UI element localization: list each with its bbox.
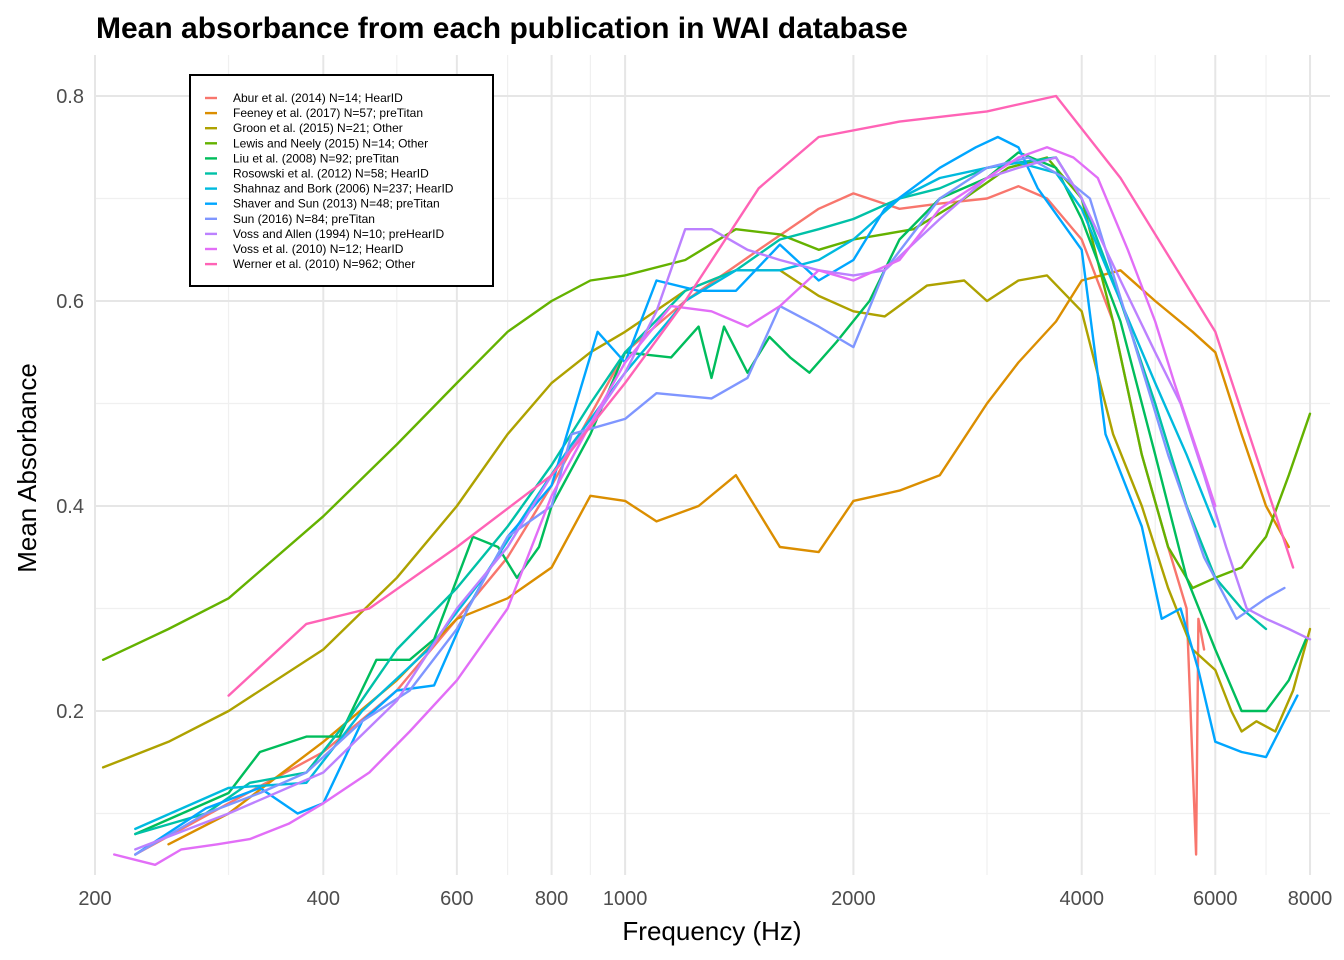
- legend-label: Shaver and Sun (2013) N=48; preTitan: [233, 197, 440, 211]
- x-tick-label: 2000: [831, 888, 876, 910]
- x-tick-label: 400: [307, 888, 340, 910]
- y-tick-label: 0.4: [56, 496, 84, 518]
- legend-box: [189, 74, 494, 287]
- x-tick-label: 200: [78, 888, 111, 910]
- series-line: [134, 151, 1308, 836]
- legend-label: Liu et al. (2008) N=92; preTitan: [233, 151, 399, 165]
- x-axis-ticks: 200 400 600 800 1000 2000 4000 6000 8000: [78, 888, 1332, 910]
- x-tick-label: 8000: [1288, 888, 1333, 910]
- x-tick-label: 600: [440, 888, 473, 910]
- legend-label: Sun (2016) N=84; preTitan: [233, 212, 375, 226]
- legend-label: Voss and Allen (1994) N=10; preHearID: [233, 227, 444, 241]
- series-layer: [101, 94, 1312, 866]
- series-line: [227, 94, 1295, 697]
- legend-label: Werner et al. (2010) N=962; Other: [233, 257, 415, 271]
- series-line: [113, 146, 1217, 866]
- y-tick-label: 0.6: [56, 291, 84, 313]
- x-tick-label: 4000: [1059, 888, 1104, 910]
- series-line: [167, 269, 1290, 846]
- legend-label: Shahnaz and Bork (2006) N=237; HearID: [233, 182, 454, 196]
- y-axis-title: Mean Absorbance: [12, 363, 42, 573]
- y-tick-label: 0.8: [56, 86, 84, 108]
- y-axis-ticks: 0.2 0.4 0.6 0.8: [56, 86, 84, 723]
- legend-label: Voss et al. (2010) N=12; HearID: [233, 242, 404, 256]
- chart-title: Mean absorbance from each publication in…: [96, 12, 908, 45]
- legend-label: Lewis and Neely (2015) N=14; Other: [233, 136, 428, 150]
- x-axis-title: Frequency (Hz): [622, 916, 801, 946]
- y-tick-label: 0.2: [56, 701, 84, 723]
- legend-label: Feeney et al. (2017) N=57; preTitan: [233, 106, 423, 120]
- x-tick-label: 1000: [603, 888, 648, 910]
- x-tick-label: 6000: [1193, 888, 1238, 910]
- series-line: [101, 269, 1312, 769]
- legend-label: Abur et al. (2014) N=14; HearID: [233, 91, 403, 105]
- legend-label: Rosowski et al. (2012) N=58; HearID: [233, 167, 429, 181]
- legend-label: Groon et al. (2015) N=21; Other: [233, 121, 403, 135]
- x-tick-label: 800: [535, 888, 568, 910]
- series-line: [134, 135, 1299, 856]
